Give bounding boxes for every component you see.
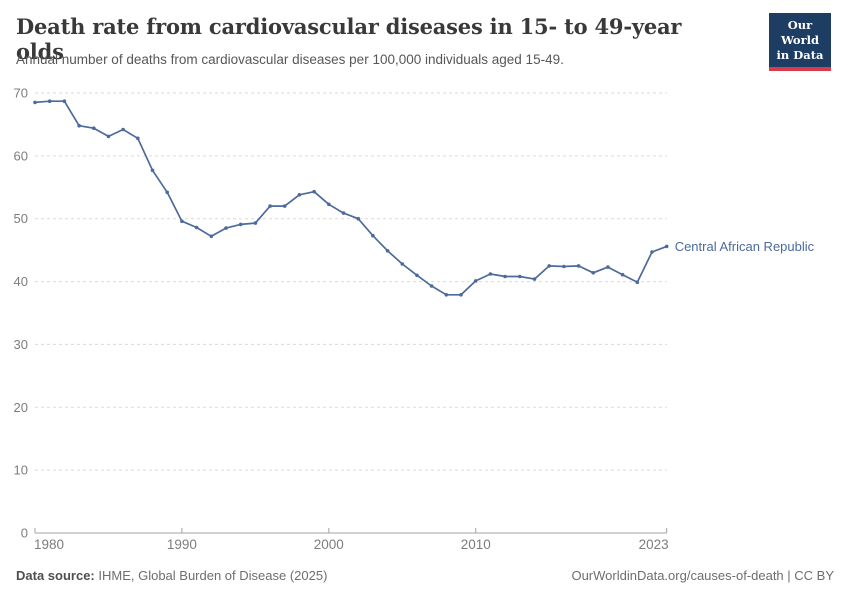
data-point-marker[interactable] — [473, 279, 478, 283]
data-point-marker[interactable] — [371, 233, 375, 238]
x-axis-tick-label: 2023 — [639, 537, 669, 552]
data-point-marker[interactable] — [327, 202, 331, 207]
data-point-marker[interactable] — [400, 262, 405, 266]
data-point-marker[interactable] — [180, 219, 184, 223]
chart-area[interactable]: 0 10 20 30 40 50 60 70 1980 1990 2000 2010 2023 Centr… — [0, 78, 850, 568]
data-point-marker[interactable] — [150, 168, 155, 173]
data-point-marker[interactable] — [165, 190, 169, 195]
data-point-marker[interactable] — [194, 225, 199, 230]
series-line[interactable] — [34, 100, 668, 296]
data-point-marker[interactable] — [562, 264, 566, 269]
owid-logo[interactable]: Our World in Data — [769, 13, 831, 71]
y-axis-tick-label: 60 — [14, 148, 28, 163]
data-point-marker[interactable] — [385, 249, 390, 253]
data-point-marker[interactable] — [429, 284, 434, 288]
data-source-note: Data source: IHME, Global Burden of Dise… — [16, 568, 327, 583]
x-axis-tick-label: 2000 — [314, 537, 344, 552]
data-point-marker[interactable] — [488, 272, 493, 276]
data-point-marker[interactable] — [635, 280, 640, 284]
data-point-marker[interactable] — [136, 136, 140, 141]
data-point-marker[interactable] — [47, 99, 52, 103]
data-point-marker[interactable] — [92, 126, 96, 130]
data-point-marker[interactable] — [518, 274, 522, 279]
data-point-marker[interactable] — [664, 244, 669, 249]
x-axis-tick-label: 1980 — [34, 537, 64, 552]
y-axis-tick-label: 20 — [14, 400, 28, 415]
owid-logo-line1: Our World — [780, 18, 820, 47]
data-point-marker[interactable] — [547, 264, 551, 268]
y-axis-tick-label: 30 — [14, 337, 28, 352]
data-point-marker[interactable] — [415, 273, 419, 278]
data-point-marker[interactable] — [297, 193, 302, 197]
y-axis-tick-label: 0 — [21, 526, 28, 541]
data-point-marker[interactable] — [356, 216, 361, 221]
data-point-marker[interactable] — [620, 272, 625, 277]
data-point-marker[interactable] — [312, 189, 316, 194]
data-point-marker[interactable] — [503, 274, 507, 279]
owid-logo-line2: in Data — [776, 47, 824, 62]
data-point-marker[interactable] — [532, 277, 537, 281]
data-point-marker[interactable] — [591, 271, 595, 275]
data-point-marker[interactable] — [576, 264, 581, 268]
x-axis-tick-label: 1990 — [167, 537, 197, 552]
y-axis-tick-label: 10 — [14, 463, 28, 478]
series-label[interactable]: Central African Republic — [675, 239, 815, 254]
data-point-marker[interactable] — [268, 204, 272, 208]
chart-subtitle: Annual number of deaths from cardiovascu… — [16, 52, 564, 67]
y-axis-tick-label: 70 — [14, 86, 28, 101]
y-axis-tick-label: 50 — [14, 211, 28, 226]
attribution-link: OurWorldinData.org/causes-of-death | CC … — [571, 568, 834, 583]
data-point-marker[interactable] — [341, 211, 346, 215]
y-axis-tick-label: 40 — [14, 274, 28, 289]
data-point-marker[interactable] — [121, 127, 125, 132]
data-source-value: IHME, Global Burden of Disease (2025) — [94, 568, 328, 583]
data-point-marker[interactable] — [650, 250, 654, 254]
chart-footer: Data source: IHME, Global Burden of Dise… — [16, 568, 834, 583]
page-title: Death rate from cardiovascular diseases … — [16, 14, 682, 64]
data-point-marker[interactable] — [106, 134, 111, 139]
data-point-marker[interactable] — [62, 99, 67, 103]
data-point-marker[interactable] — [459, 293, 463, 297]
data-point-marker[interactable] — [77, 123, 81, 128]
data-point-marker[interactable] — [282, 204, 287, 208]
data-point-marker[interactable] — [238, 222, 243, 227]
data-point-marker[interactable] — [209, 234, 214, 239]
data-point-marker[interactable] — [444, 293, 449, 297]
x-axis-tick-label: 2010 — [461, 537, 491, 552]
line-chart-canvas[interactable]: 0 10 20 30 40 50 60 70 1980 1990 2000 2010 2023 Centr… — [0, 78, 850, 568]
data-point-marker[interactable] — [224, 226, 228, 230]
data-point-marker[interactable] — [33, 100, 37, 105]
data-point-marker[interactable] — [253, 221, 258, 225]
data-source-label: Data source: — [16, 568, 95, 583]
data-point-marker[interactable] — [606, 265, 610, 269]
